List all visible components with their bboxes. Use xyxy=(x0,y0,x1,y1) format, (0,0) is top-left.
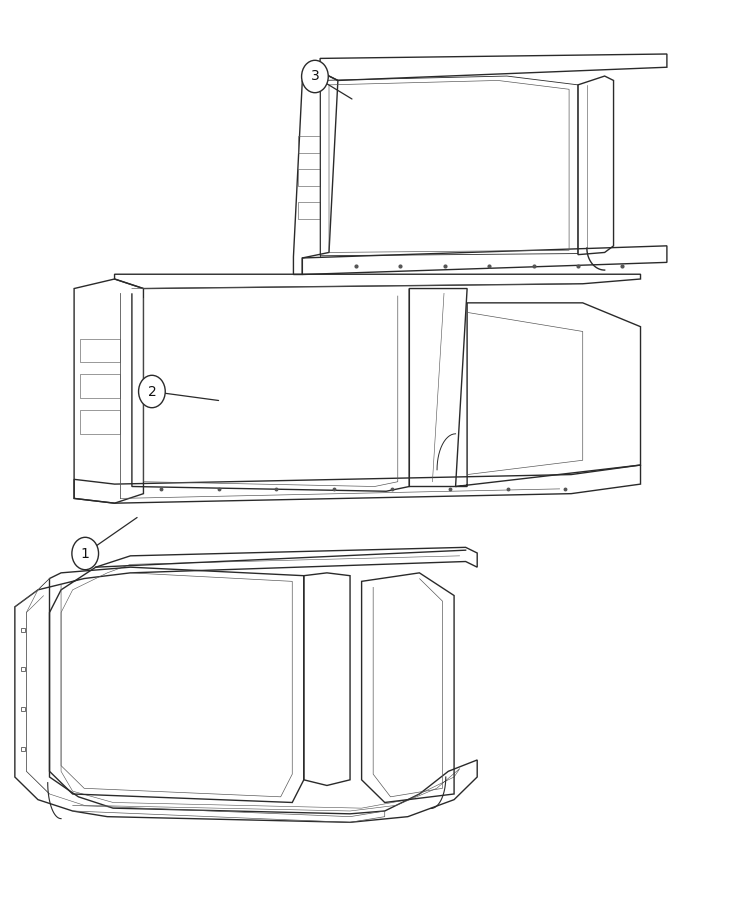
Circle shape xyxy=(72,537,99,570)
Text: 3: 3 xyxy=(310,69,319,84)
Circle shape xyxy=(139,375,165,408)
Circle shape xyxy=(302,60,328,93)
Text: 2: 2 xyxy=(147,384,156,399)
Text: 1: 1 xyxy=(81,546,90,561)
